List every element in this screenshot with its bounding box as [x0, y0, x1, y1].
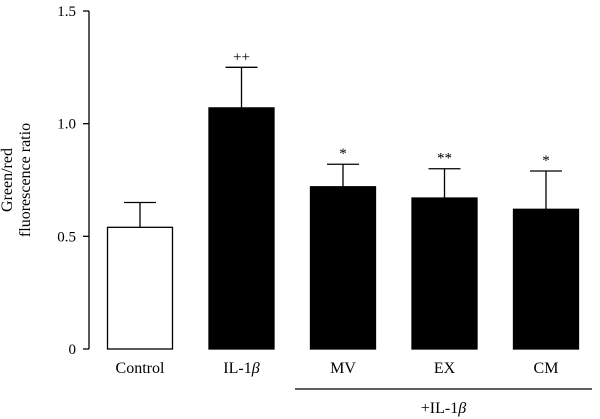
significance-mark: * [542, 153, 550, 169]
y-axis-label-line-2: fluorescence ratio [17, 123, 34, 237]
category-label: IL-1β [223, 360, 259, 377]
significance-mark: * [339, 146, 347, 162]
y-tick-label: 0.5 [57, 229, 76, 245]
category-label: CM [534, 360, 559, 377]
bar [411, 197, 478, 350]
y-tick-label: 1.5 [57, 4, 76, 20]
category-label: EX [434, 360, 456, 377]
plot-area: 0 0.5 1.0 1.5 Control ++ IL-1β * MV ** EX * CM +IL-1β [57, 4, 592, 417]
bar [309, 186, 377, 350]
bar [106, 226, 174, 350]
category-label: Control [116, 360, 165, 377]
bar [208, 107, 275, 350]
bar [512, 208, 580, 350]
y-axis-label-line-1: Green/red [0, 148, 16, 212]
significance-mark: ++ [233, 49, 250, 65]
y-tick-label: 0 [69, 342, 77, 358]
significance-mark: ** [437, 151, 452, 167]
category-label: MV [330, 360, 356, 377]
group-label: +IL-1β [421, 400, 466, 417]
y-tick-label: 1.0 [57, 117, 76, 133]
